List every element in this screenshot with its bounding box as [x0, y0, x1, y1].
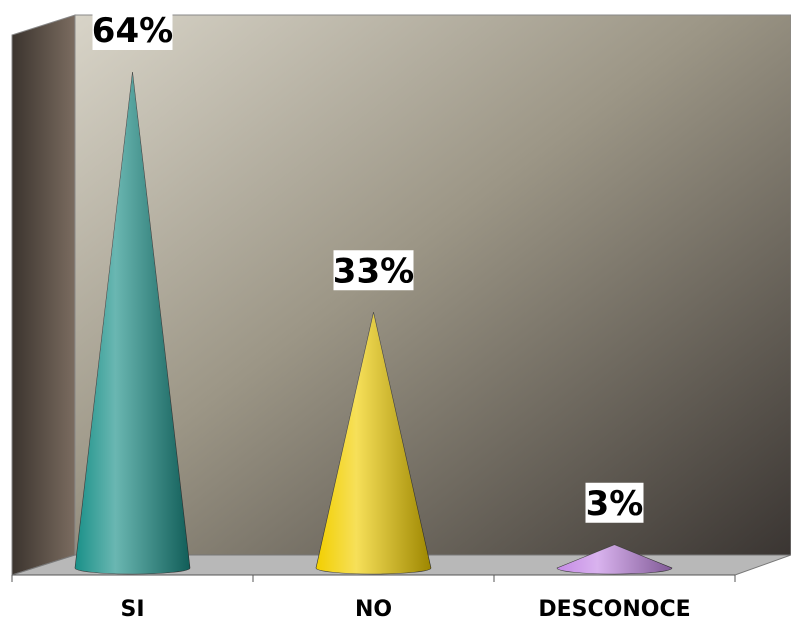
- value-label: 64%: [92, 11, 173, 51]
- value-label-box: [585, 482, 644, 523]
- cone-shade: [557, 544, 672, 574]
- value-label-box: [92, 10, 173, 50]
- x-tick-label: SI: [120, 597, 144, 622]
- side-wall: [11, 14, 76, 576]
- x-tick-label: NO: [355, 597, 392, 622]
- cone-shade: [316, 312, 431, 574]
- value-label: 33%: [333, 251, 414, 291]
- value-label-box: [333, 250, 414, 291]
- value-label: 3%: [586, 484, 644, 524]
- back-wall: [74, 14, 791, 556]
- cone-shade: [75, 72, 190, 574]
- x-tick-label: DESCONOCE: [538, 597, 690, 622]
